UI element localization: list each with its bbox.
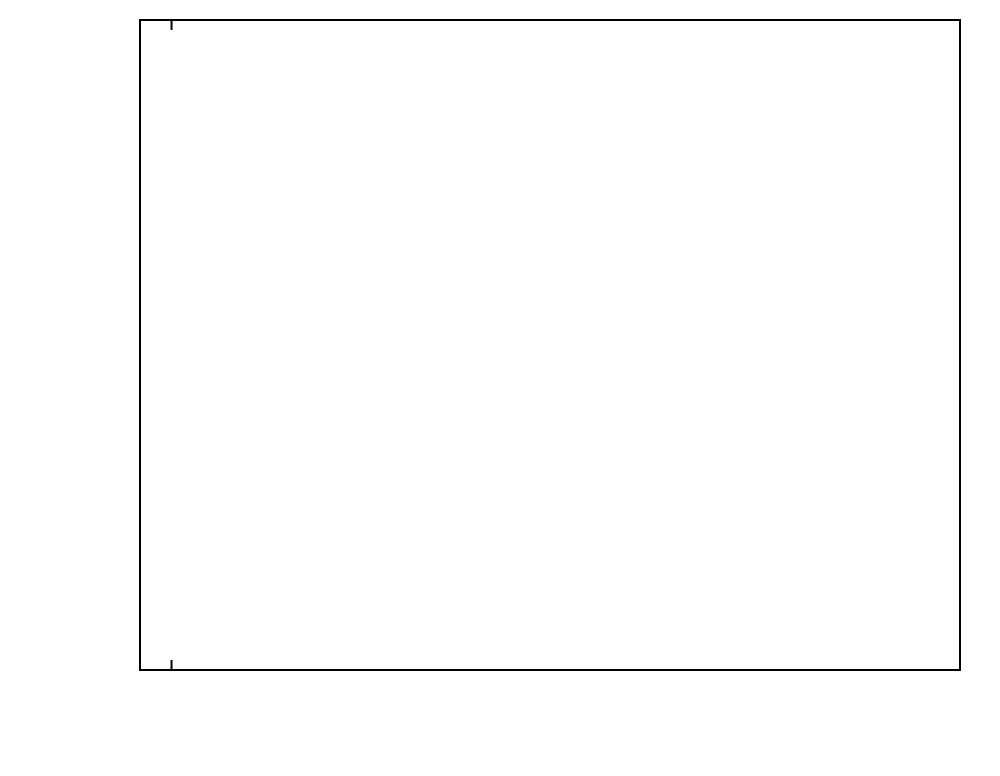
viscosity-chart: [0, 0, 1000, 776]
